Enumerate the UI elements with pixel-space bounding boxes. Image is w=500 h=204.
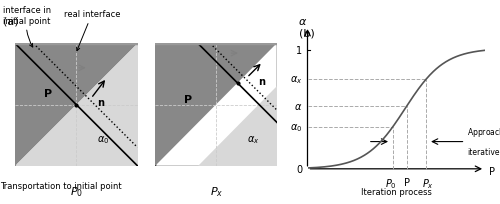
Text: $\mathbf{n}$: $\mathbf{n}$ (97, 98, 106, 108)
Text: (b): (b) (298, 28, 314, 38)
Text: $\alpha_x$: $\alpha_x$ (247, 133, 259, 145)
Text: $\alpha_0$: $\alpha_0$ (97, 133, 110, 145)
Text: interface in
initial point: interface in initial point (3, 6, 51, 48)
Text: Approaching to $\alpha_r$: Approaching to $\alpha_r$ (467, 125, 500, 138)
Text: (a): (a) (3, 16, 18, 26)
Text: $\alpha$: $\alpha$ (298, 17, 307, 27)
Text: $P_x$: $P_x$ (210, 184, 223, 198)
Text: P: P (488, 167, 494, 176)
Text: $P_0$: $P_0$ (385, 177, 397, 191)
Text: $\mathbf{n}$: $\mathbf{n}$ (258, 77, 266, 87)
Text: $\alpha$: $\alpha$ (294, 101, 302, 111)
Text: real interface: real interface (64, 10, 120, 52)
Text: Transportation to initial point: Transportation to initial point (0, 181, 122, 190)
Text: $P_0$: $P_0$ (70, 184, 83, 198)
Text: $\alpha_x$: $\alpha_x$ (290, 74, 302, 85)
Text: P: P (404, 177, 410, 187)
Text: $\alpha_0$: $\alpha_0$ (290, 121, 302, 133)
Polygon shape (15, 44, 138, 166)
Text: 1: 1 (296, 46, 302, 56)
Polygon shape (155, 44, 278, 166)
Text: $\bf{P}$: $\bf{P}$ (44, 87, 53, 99)
Text: $\bf{P}$: $\bf{P}$ (184, 93, 193, 105)
Text: Iteration process: Iteration process (361, 187, 432, 196)
Polygon shape (15, 44, 138, 166)
Text: $P_x$: $P_x$ (422, 177, 434, 191)
Polygon shape (198, 87, 278, 166)
Text: iteratively: iteratively (467, 147, 500, 156)
Text: 0: 0 (296, 164, 302, 174)
